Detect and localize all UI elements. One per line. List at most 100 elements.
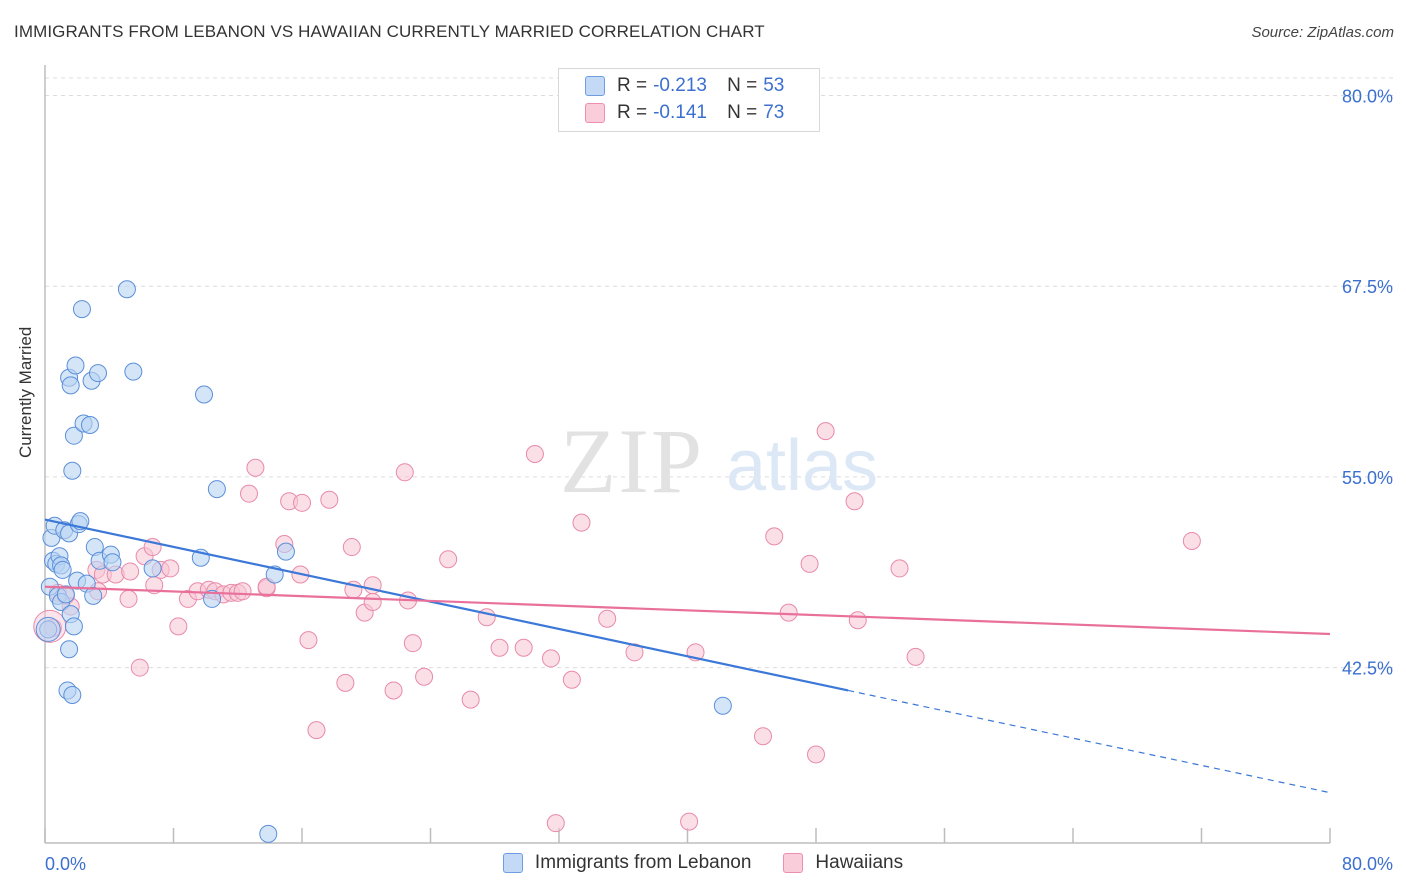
hawaiians-point [342, 538, 361, 557]
hawaiians-point [1182, 531, 1201, 550]
lebanon-point [63, 461, 82, 480]
hawaiians-point [336, 673, 355, 692]
n-label: N = [727, 75, 758, 96]
lebanon-trend-extension [848, 689, 1331, 794]
lebanon-point [713, 696, 732, 715]
hawaiians-point [625, 643, 644, 662]
hawaiians-point [246, 458, 265, 477]
hawaiians-point [753, 727, 772, 746]
hawaiians-point [848, 611, 867, 630]
lebanon-point [64, 426, 83, 445]
hawaiians-point [598, 609, 617, 628]
lebanon-point [66, 356, 85, 375]
series-legend: Immigrants from Lebanon Hawaiians [0, 852, 1406, 874]
lebanon-point [56, 585, 75, 604]
n-value: 73 [763, 102, 785, 123]
lebanon-point [124, 362, 143, 381]
lebanon-point [203, 589, 222, 608]
lebanon-trend-line [44, 518, 849, 692]
lebanon-point [53, 560, 72, 579]
hawaiians-point [293, 493, 311, 512]
lebanon-point [80, 416, 99, 435]
lebanon-point [35, 616, 61, 642]
legend-row-hawaiians: R = -0.141 N = 73 [585, 101, 784, 125]
hawaiians-point [890, 559, 909, 578]
lebanon-point [143, 559, 162, 578]
hawaiians-points [33, 422, 1201, 833]
hawaiians-trend-line [44, 585, 1331, 636]
watermark-zip: ZIP [560, 410, 704, 512]
correlation-legend: R = -0.213 N = 53 R = -0.141 N = 73 [558, 68, 820, 132]
legend-swatch-blue [585, 76, 605, 96]
hawaiians-point [906, 647, 925, 666]
lebanon-point [207, 480, 226, 499]
n-label: N = [727, 102, 758, 123]
legend-label-lebanon: Immigrants from Lebanon [534, 852, 752, 873]
hawaiians-point [845, 492, 864, 511]
hawaiians-point [384, 681, 403, 700]
hawaiians-point [403, 634, 422, 653]
r-label: R = [617, 102, 648, 123]
lebanon-point [61, 376, 80, 395]
hawaiians-point [130, 658, 149, 677]
hawaiians-point [233, 582, 252, 601]
x-tick-label: 80.0% [1342, 854, 1393, 874]
hawaiians-point [562, 670, 581, 689]
y-tick-label: 80.0% [1342, 87, 1393, 107]
x-tick-label: 0.0% [45, 854, 86, 874]
hawaiians-point [395, 463, 414, 482]
legend-item-hawaiians[interactable]: Hawaiians [783, 852, 903, 874]
lebanon-point [117, 280, 136, 299]
hawaiians-point [239, 484, 258, 503]
legend-swatch-blue [502, 853, 523, 873]
y-tick-label: 67.5% [1342, 277, 1393, 297]
lebanon-point [259, 824, 278, 843]
lebanon-point [60, 640, 79, 659]
hawaiians-point [765, 527, 784, 546]
hawaiians-point [572, 513, 591, 532]
source-label: Source: ZipAtlas.com [1251, 24, 1394, 41]
r-label: R = [617, 75, 648, 96]
hawaiians-point [363, 592, 382, 611]
hawaiians-point [161, 559, 180, 578]
lebanon-point [64, 617, 83, 636]
legend-swatch-pink [783, 853, 804, 873]
hawaiians-point [490, 638, 509, 657]
trend-lines [44, 518, 1331, 794]
legend-swatch-pink [585, 103, 605, 123]
hawaiians-point [807, 745, 825, 764]
lebanon-point [195, 385, 214, 404]
chart-title: IMMIGRANTS FROM LEBANON VS HAWAIIAN CURR… [14, 22, 765, 41]
hawaiians-point [800, 554, 819, 573]
gridlines [45, 77, 1395, 669]
y-axis-label: Currently Married [16, 326, 35, 458]
lebanon-point [89, 364, 108, 383]
hawaiians-point [816, 422, 835, 441]
hawaiians-point [307, 721, 326, 740]
lebanon-point [63, 686, 82, 705]
hawaiians-point [119, 589, 138, 608]
legend-label-hawaiians: Hawaiians [815, 852, 904, 873]
hawaiians-point [439, 550, 458, 569]
legend-row-lebanon: R = -0.213 N = 53 [585, 74, 784, 98]
n-value: 53 [763, 75, 785, 96]
y-tick-label: 42.5% [1342, 659, 1393, 679]
hawaiians-point [299, 631, 318, 650]
legend-item-lebanon[interactable]: Immigrants from Lebanon [502, 852, 752, 874]
hawaiians-point [680, 812, 699, 831]
hawaiians-point [514, 638, 533, 657]
hawaiians-point [320, 490, 339, 509]
hawaiians-point [525, 445, 544, 463]
tick-labels: 42.5% 55.0% 67.5% 80.0% 0.0% 80.0% [45, 87, 1393, 874]
hawaiians-point [169, 617, 188, 636]
hawaiians-point [546, 814, 565, 833]
axes [44, 65, 1331, 844]
hawaiians-point [779, 603, 798, 622]
hawaiians-point [121, 562, 140, 581]
lebanon-point [103, 553, 122, 572]
hawaiians-point [415, 667, 434, 686]
lebanon-point [276, 542, 295, 561]
r-value: -0.213 [653, 75, 707, 96]
lebanon-point [72, 300, 91, 319]
